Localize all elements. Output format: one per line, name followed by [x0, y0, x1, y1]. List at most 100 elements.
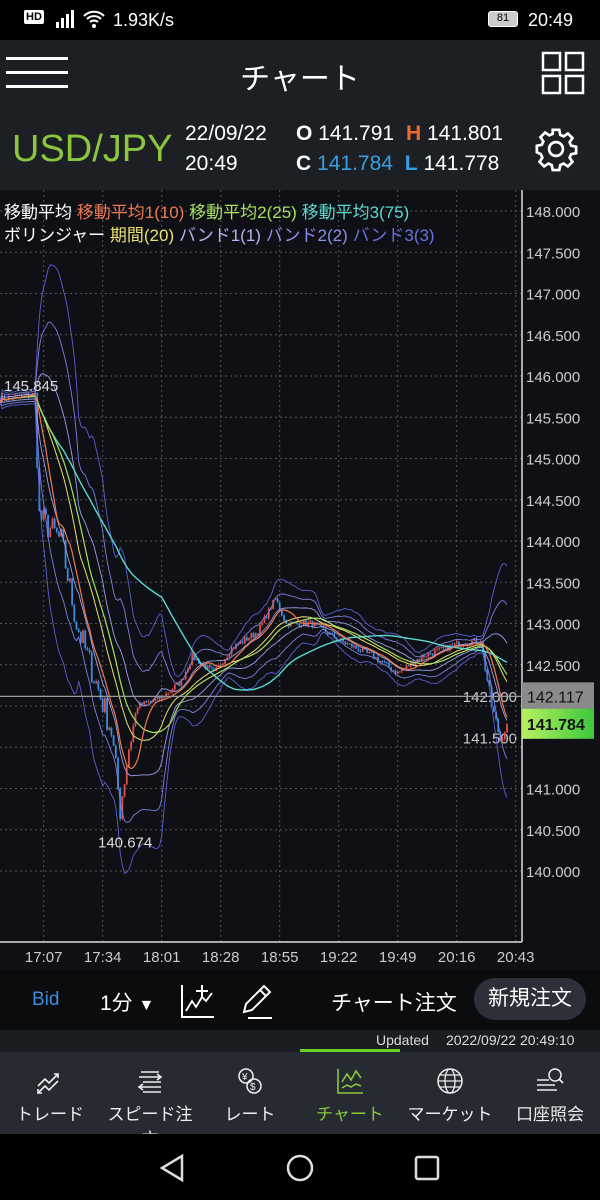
home-icon[interactable]	[285, 1153, 315, 1183]
candle-body	[407, 665, 410, 667]
reference-price-tag	[522, 682, 594, 711]
candle-body	[173, 684, 176, 690]
candle-body	[40, 510, 43, 520]
nav-label: マーケット	[407, 1105, 493, 1124]
chart-toolbar: Bid 1分 ▼ チャート注文 新規注文	[0, 970, 600, 1030]
recents-icon[interactable]	[414, 1155, 440, 1181]
candle-body	[291, 621, 294, 623]
candle-body	[97, 681, 100, 690]
candle-body	[195, 658, 198, 660]
candle-body	[69, 578, 71, 582]
bollinger-band-1-lower	[0, 398, 508, 777]
chart-canvas[interactable]: 148.000 147.500 147.000 146.500 146.000 145.5…	[0, 190, 600, 970]
candle-body	[333, 633, 336, 638]
candle-body	[309, 620, 312, 623]
candle-body	[377, 657, 379, 662]
candle-body	[49, 528, 52, 538]
candle-body	[388, 662, 390, 668]
candle-body	[420, 655, 423, 660]
candle-body	[326, 632, 329, 635]
candle-body	[167, 693, 170, 695]
candle-body	[396, 671, 399, 674]
x-tick-label: 18:28	[202, 949, 240, 966]
candle-body	[64, 540, 67, 569]
band3-label: バンド3(3)	[352, 226, 435, 245]
candle-body	[261, 622, 264, 625]
candle-body	[283, 615, 285, 621]
chart-icon	[337, 1069, 363, 1094]
bottom-nav: トレード スピード注文 ¥$ レート チャート マーケット 口座照会	[0, 1052, 600, 1149]
nav-chart[interactable]: チャート	[300, 1052, 400, 1134]
candle-body	[440, 646, 443, 648]
candle-body	[23, 394, 25, 396]
candle-body	[475, 638, 478, 643]
candle-body	[331, 632, 334, 634]
add-indicator-icon[interactable]	[180, 983, 216, 1019]
candle-body	[86, 648, 89, 650]
nav-account[interactable]: 口座照会	[500, 1052, 600, 1134]
candle-body	[442, 646, 445, 648]
back-icon[interactable]	[158, 1153, 186, 1183]
ma1-label: 移動平均1(10)	[76, 203, 185, 222]
y-tick-label: 141.500	[463, 730, 517, 747]
candle-body	[412, 662, 414, 666]
candle-body	[42, 509, 45, 520]
chart-order-button[interactable]: チャート注文	[331, 992, 457, 1015]
candle-body	[138, 702, 141, 708]
pencil-icon[interactable]	[240, 982, 274, 1020]
currency-pair[interactable]: USD/JPY	[12, 128, 173, 170]
price-type-toggle[interactable]: Bid	[32, 989, 60, 1010]
candle-body	[482, 641, 484, 653]
close-value: 141.784	[317, 152, 393, 175]
price-chart[interactable]: 148.000 147.500 147.000 146.500 146.000 145.5…	[0, 190, 600, 970]
nav-rate[interactable]: ¥ $ レート	[200, 1052, 300, 1134]
y-tick-label: 147.500	[526, 245, 580, 262]
candle-body	[110, 727, 113, 736]
candle-body	[158, 696, 161, 700]
close-label: C	[296, 152, 312, 175]
candle-body	[232, 647, 235, 649]
candle-body	[117, 757, 119, 790]
battery-icon: 81	[488, 11, 518, 27]
candle-body	[296, 622, 299, 624]
grid-icon[interactable]	[541, 51, 585, 95]
candle-body	[370, 651, 373, 653]
candle-body	[372, 652, 375, 659]
candle-body	[182, 679, 185, 681]
hd-badge: HD	[24, 10, 44, 24]
candle-body	[361, 648, 364, 652]
new-order-button[interactable]: 新規注文	[474, 978, 586, 1020]
candle-body	[154, 698, 157, 701]
candle-body	[394, 670, 397, 674]
globe-icon	[437, 1068, 463, 1094]
candle-body	[191, 653, 194, 665]
candle-body	[79, 632, 82, 643]
nav-trade[interactable]: トレード	[0, 1052, 100, 1134]
candle-body	[51, 518, 54, 529]
candle-body	[108, 727, 111, 730]
candle-body	[123, 784, 126, 797]
candle-body	[503, 732, 506, 740]
candle-body	[300, 626, 303, 628]
svg-text:$: $	[250, 1082, 256, 1093]
x-tick-label: 19:49	[379, 949, 417, 966]
nav-market[interactable]: マーケット	[400, 1052, 500, 1134]
gear-icon[interactable]	[533, 126, 579, 172]
hamburger-icon[interactable]	[6, 55, 68, 91]
candle-body	[211, 667, 213, 669]
candle-body	[267, 608, 270, 619]
candle-body	[457, 641, 460, 647]
nav-speed-order[interactable]: スピード注文	[100, 1052, 200, 1149]
ma2-line	[0, 395, 508, 734]
candle-body	[243, 637, 246, 644]
updated-timestamp: 2022/09/22 20:49:10	[446, 1032, 575, 1048]
candle-body	[112, 735, 115, 746]
candle-body	[90, 652, 93, 683]
candle-body	[71, 578, 74, 605]
low-price-label: 140.674	[98, 834, 152, 851]
candle-body	[141, 702, 143, 705]
y-tick-label: 143.500	[526, 575, 580, 592]
interval-select[interactable]: 1分 ▼	[100, 987, 154, 1017]
candle-body	[256, 633, 259, 636]
candle-body	[178, 682, 181, 686]
